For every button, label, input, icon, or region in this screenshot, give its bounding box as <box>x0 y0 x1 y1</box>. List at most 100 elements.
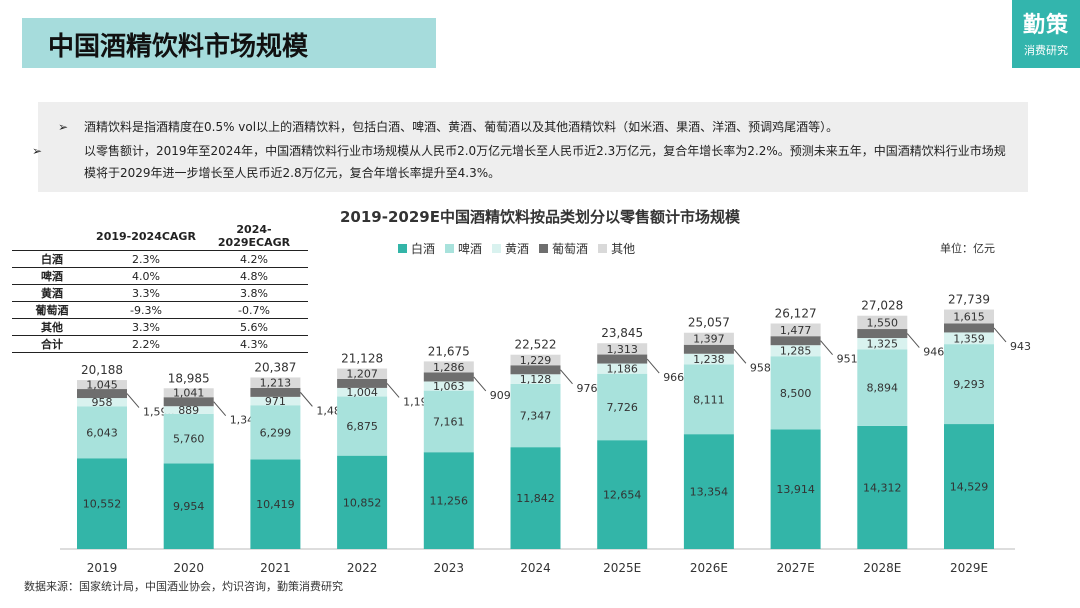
cagr-table: 2019-2024CAGR 2024-2029ECAGR 白酒 2.3% 4.2… <box>12 222 308 353</box>
wine-leader-line <box>560 369 573 385</box>
legend-item-other: 其他 <box>598 240 635 257</box>
cagr-header-1: 2019-2024CAGR <box>96 229 196 243</box>
data-label-other: 1,286 <box>433 361 465 374</box>
bar-segment-wine <box>423 372 474 382</box>
wine-leader-line <box>126 393 140 408</box>
legend-label: 黄酒 <box>505 242 530 256</box>
bar-segment-wine <box>597 354 648 364</box>
bar-segment-huangjiu <box>597 363 648 374</box>
data-label-other: 1,397 <box>693 333 725 346</box>
bar-segment-huangjiu <box>163 406 214 414</box>
x-tick-label: 2025E <box>603 561 641 575</box>
bar-segment-huangjiu <box>337 387 388 397</box>
table-row: 白酒 2.3% 4.2% <box>12 250 308 268</box>
data-label-beer: 8,500 <box>780 387 812 400</box>
bar-segment-beer <box>683 364 734 435</box>
cagr-value: -0.7% <box>200 301 308 319</box>
legend-item-huangjiu: 黄酒 <box>492 240 529 257</box>
note-2: ➢ 以零售额计，2019年至2024年，中国酒精饮料行业市场规模从人民币2.0万亿… <box>32 140 1013 184</box>
bar-segment-huangjiu <box>423 381 474 391</box>
data-label-other: 1,550 <box>867 316 899 329</box>
data-label-total: 20,188 <box>81 363 123 377</box>
data-label-total: 27,739 <box>948 293 990 307</box>
bar-segment-baijiu <box>250 459 301 549</box>
wine-leader-line <box>733 348 747 364</box>
bar-segment-wine <box>944 323 994 333</box>
data-label-total: 21,675 <box>428 344 470 358</box>
wine-leader-line <box>386 383 400 398</box>
row-label: 啤酒 <box>12 267 92 285</box>
data-label-huangjiu: 958 <box>92 396 113 409</box>
bar-segment-other <box>857 315 908 330</box>
data-label-huangjiu: 889 <box>178 404 199 417</box>
bar-segment-huangjiu <box>770 345 821 357</box>
bar-segment-other <box>163 388 214 398</box>
x-tick-label: 2024 <box>520 561 551 575</box>
data-label-baijiu: 10,852 <box>343 496 382 509</box>
data-label-huangjiu: 1,004 <box>346 386 378 399</box>
bar-segment-beer <box>423 390 474 453</box>
cagr-value: 4.2% <box>200 250 308 268</box>
data-label-beer: 6,043 <box>86 426 118 439</box>
data-label-other: 1,477 <box>780 324 812 337</box>
x-tick-label: 2020 <box>173 561 204 575</box>
legend-swatch <box>598 244 608 253</box>
bar-segment-baijiu <box>597 440 648 549</box>
bar-segment-wine <box>77 389 127 399</box>
data-label-beer: 6,299 <box>260 426 292 439</box>
bar-segment-wine <box>683 344 734 354</box>
bar-segment-huangjiu <box>857 338 908 350</box>
legend-swatch <box>492 244 502 253</box>
wine-leader-line <box>820 340 833 356</box>
table-row: 合计 2.2% 4.3% <box>12 335 308 353</box>
bar-segment-beer <box>770 356 821 430</box>
data-label-wine: 958 <box>750 361 771 374</box>
table-row: 葡萄酒 -9.3% -0.7% <box>12 301 308 319</box>
bullet-arrow-icon: ➢ <box>58 120 69 134</box>
chart-legend: 白酒 啤酒 黄酒 葡萄酒 其他 <box>398 240 635 257</box>
cagr-value: 2.3% <box>92 250 200 268</box>
data-label-total: 26,127 <box>775 306 817 320</box>
data-label-wine: 976 <box>577 382 598 395</box>
bar-segment-baijiu <box>770 429 821 549</box>
data-label-huangjiu: 1,285 <box>780 345 812 358</box>
cagr-value: 3.3% <box>92 284 200 302</box>
wine-leader-line <box>993 327 1007 343</box>
table-row: 其他 3.3% 5.6% <box>12 318 308 336</box>
row-label: 其他 <box>12 318 92 336</box>
cagr-value: 4.0% <box>92 267 200 285</box>
bar-segment-baijiu <box>510 447 561 549</box>
cagr-value: -9.3% <box>92 301 200 319</box>
data-label-beer: 7,347 <box>520 410 552 423</box>
brand-sub: 消费研究 <box>1024 44 1068 57</box>
bar-segment-other <box>250 377 301 388</box>
bar-segment-baijiu <box>683 434 734 549</box>
data-label-beer: 8,111 <box>693 393 725 406</box>
bar-segment-other <box>423 361 474 373</box>
data-label-total: 20,387 <box>254 360 296 374</box>
bar-segment-other <box>944 309 994 324</box>
unit-label: 单位：亿元 <box>940 242 995 255</box>
x-tick-label: 2027E <box>777 561 815 575</box>
data-label-other: 1,229 <box>520 354 552 367</box>
data-label-other: 1,615 <box>953 310 985 323</box>
data-label-wine: 966 <box>663 371 684 384</box>
note-1: ➢ 酒精饮料是指酒精度在0.5% vol以上的酒精饮料，包括白酒、啤酒、黄酒、葡萄… <box>58 116 838 138</box>
bar-segment-baijiu <box>944 424 994 549</box>
data-label-total: 22,522 <box>515 338 557 352</box>
data-label-total: 25,057 <box>688 316 730 330</box>
bar-segment-baijiu <box>337 455 388 549</box>
notes-box: ➢ 酒精饮料是指酒精度在0.5% vol以上的酒精饮料，包括白酒、啤酒、黄酒、葡萄… <box>32 102 1028 192</box>
data-label-huangjiu: 1,238 <box>693 353 725 366</box>
data-label-total: 27,028 <box>861 299 903 313</box>
legend-item-baijiu: 白酒 <box>398 240 435 257</box>
data-label-baijiu: 12,654 <box>603 489 642 502</box>
brand-logo: 勤策 消费研究 <box>1012 0 1080 68</box>
legend-swatch <box>398 244 407 253</box>
data-label-baijiu: 11,842 <box>516 492 555 505</box>
data-label-huangjiu: 971 <box>265 395 286 408</box>
legend-label: 白酒 <box>411 242 436 256</box>
data-label-baijiu: 10,419 <box>256 498 295 511</box>
data-label-huangjiu: 1,359 <box>953 332 985 345</box>
